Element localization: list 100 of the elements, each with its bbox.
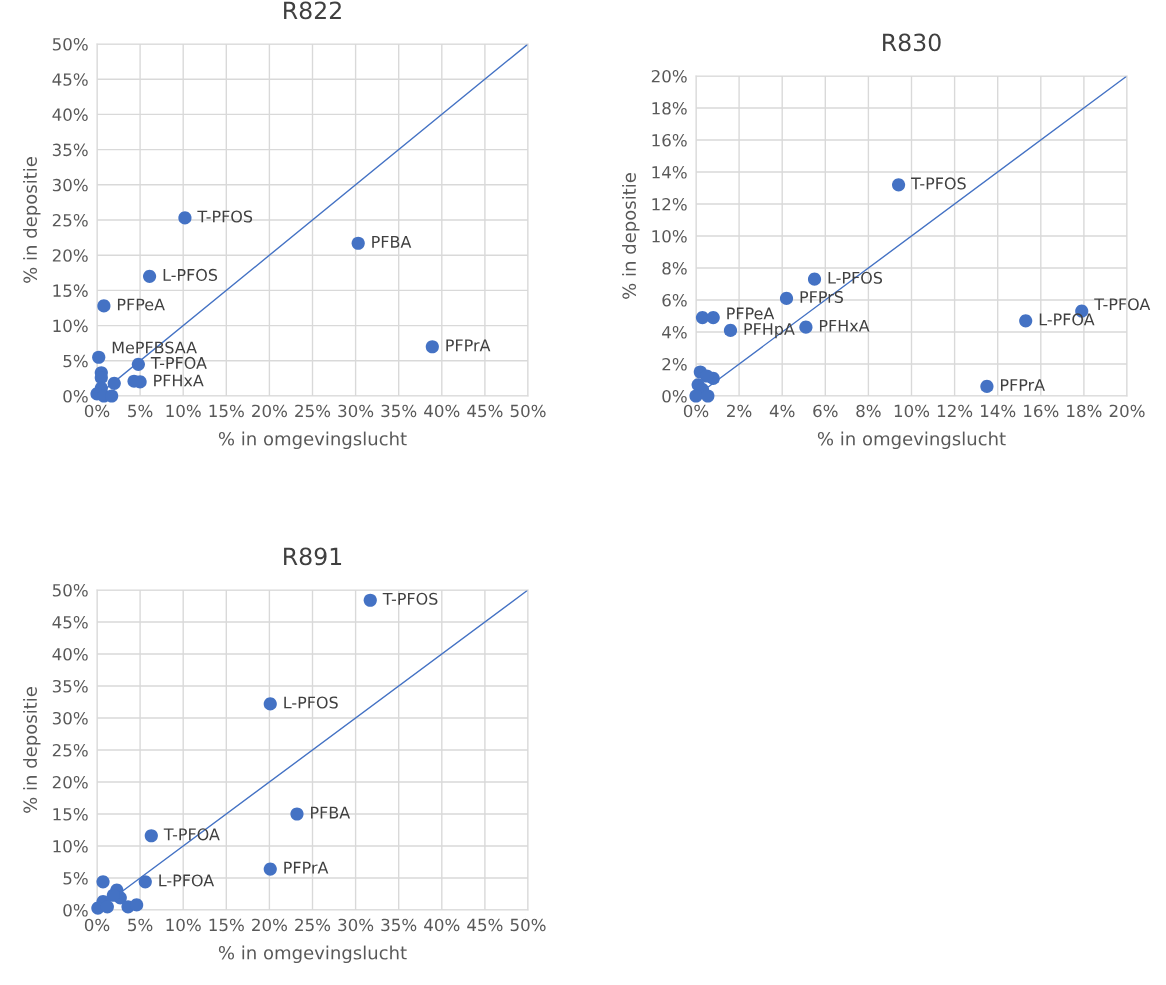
- annotation: PFHxA: [154, 374, 204, 387]
- y-tick-label: 40%: [52, 108, 88, 121]
- annotation: T-PFOS: [197, 210, 253, 223]
- y-tick-label: 5%: [63, 354, 88, 368]
- annotation: PFBA: [372, 235, 412, 248]
- point: [131, 357, 145, 371]
- point: [138, 875, 152, 889]
- annotation: PFBA: [311, 806, 351, 819]
- x-tick-label: 0%: [84, 404, 110, 418]
- x-tick-label: 10%: [166, 404, 201, 418]
- y-tick-label: 10%: [652, 229, 687, 243]
- annotation: PFPrA: [446, 339, 491, 352]
- x-tick-label: 35%: [381, 404, 417, 418]
- y-tick-label: 0%: [63, 389, 88, 403]
- x-tick-label: 40%: [424, 404, 460, 418]
- x-tick-label: 18%: [1067, 404, 1102, 418]
- point: [706, 311, 720, 325]
- point: [807, 272, 822, 286]
- point: [779, 291, 794, 305]
- annotation: T-PFOS: [911, 177, 966, 190]
- point: [799, 320, 813, 334]
- x-tick-label: 0%: [84, 918, 110, 932]
- x-tick-label: 15%: [209, 918, 244, 932]
- x-tick-label: 20%: [1109, 404, 1145, 418]
- x-tick-label: 50%: [510, 404, 546, 418]
- point: [363, 593, 377, 607]
- x-axis-title: % in omgevingslucht: [218, 945, 407, 964]
- x-tick-label: 5%: [128, 918, 153, 932]
- point: [891, 178, 906, 192]
- y-tick-label: 45%: [52, 615, 88, 629]
- point: [701, 389, 715, 403]
- point: [105, 389, 119, 403]
- point: [689, 389, 703, 403]
- x-axis-title: % in omgevingslucht: [817, 431, 1006, 450]
- y-tick-label: 25%: [52, 743, 88, 757]
- y-tick-label: 10%: [53, 839, 88, 853]
- point: [695, 311, 710, 325]
- y-tick-label: 5%: [63, 871, 88, 885]
- x-axis-title: % in omgevingslucht: [218, 431, 407, 450]
- x-tick-label: 40%: [424, 918, 460, 932]
- y-tick-label: 16%: [652, 133, 687, 147]
- y-tick-label: 35%: [52, 679, 88, 693]
- annotation: L-PFOS: [163, 268, 218, 281]
- x-tick-label: 50%: [510, 918, 546, 932]
- annotation: T-PFOA: [150, 356, 207, 369]
- y-tick-label: 0%: [63, 903, 88, 917]
- point: [351, 236, 365, 250]
- y-tick-label: 6%: [662, 293, 687, 307]
- point: [263, 697, 277, 711]
- point: [107, 376, 121, 390]
- y-tick-label: 15%: [53, 807, 88, 821]
- y-tick-label: 50%: [52, 583, 88, 597]
- x-tick-label: 6%: [813, 404, 838, 418]
- x-tick-label: 8%: [856, 404, 881, 418]
- annotation: L-PFOA: [1039, 313, 1095, 326]
- annotation: T-PFOA: [1094, 298, 1151, 311]
- x-tick-label: 16%: [1024, 404, 1059, 418]
- chart-title: R891: [284, 547, 342, 566]
- y-axis-title: % in depositie: [23, 157, 41, 283]
- x-tick-label: 14%: [981, 404, 1016, 418]
- annotation: PFPrA: [284, 861, 329, 874]
- annotation: T-PFOS: [382, 592, 438, 605]
- point: [130, 898, 144, 912]
- point: [263, 862, 277, 876]
- point: [97, 299, 111, 313]
- y-tick-label: 20%: [52, 775, 88, 789]
- point: [96, 875, 110, 889]
- y-tick-label: 2%: [662, 357, 687, 371]
- y-tick-label: 0%: [662, 389, 687, 403]
- x-tick-label: 15%: [209, 404, 244, 418]
- y-tick-label: 12%: [652, 197, 687, 211]
- annotation: PFHxA: [819, 319, 870, 332]
- y-tick-label: 45%: [52, 73, 88, 86]
- x-tick-label: 2%: [727, 404, 752, 418]
- x-tick-label: 20%: [252, 404, 287, 418]
- y-tick-label: 8%: [662, 261, 687, 275]
- x-tick-label: 35%: [381, 918, 417, 932]
- point: [723, 323, 738, 337]
- y-tick-label: 50%: [52, 37, 88, 51]
- x-tick-label: 10%: [894, 404, 930, 418]
- point: [425, 340, 439, 354]
- y-tick-label: 30%: [52, 711, 88, 725]
- point: [980, 379, 994, 393]
- y-tick-label: 14%: [652, 165, 687, 179]
- chart-title: R822: [284, 1, 341, 20]
- x-tick-label: 12%: [937, 404, 973, 418]
- point: [142, 269, 157, 283]
- y-tick-label: 18%: [652, 101, 687, 115]
- annotation: L-PFOA: [159, 874, 215, 887]
- annotation: PFPeA: [117, 298, 165, 311]
- y-axis-title: % in depositie: [23, 687, 41, 813]
- y-axis-title: % in depositie: [622, 173, 640, 299]
- y-tick-label: 4%: [662, 325, 687, 339]
- annotation: PFPrA: [1000, 379, 1045, 391]
- y-tick-label: 20%: [651, 69, 687, 83]
- point: [700, 369, 714, 383]
- x-tick-label: 30%: [338, 918, 374, 932]
- x-tick-label: 5%: [128, 404, 153, 418]
- x-tick-label: 20%: [252, 918, 287, 932]
- y-tick-label: 25%: [52, 213, 88, 227]
